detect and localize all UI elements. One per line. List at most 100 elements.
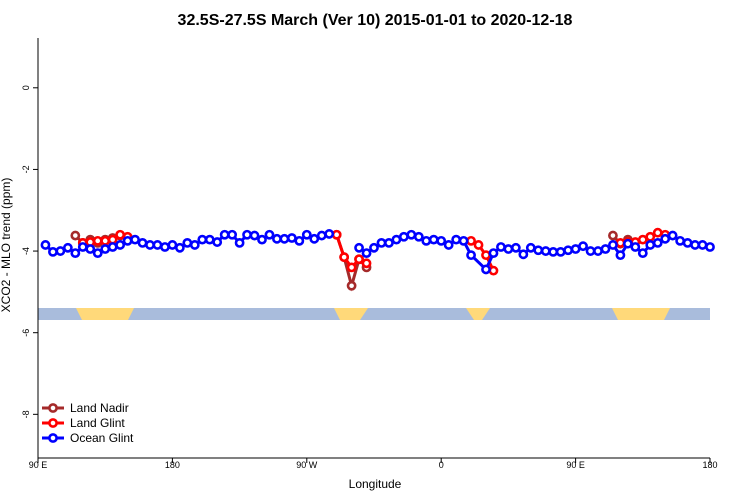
point	[488, 248, 499, 259]
point	[182, 237, 193, 248]
point	[645, 231, 656, 242]
point	[518, 249, 529, 260]
x-tick-label: 90 E	[29, 460, 48, 470]
point	[160, 242, 170, 252]
point	[570, 244, 581, 254]
point	[458, 235, 469, 246]
ocean-strip	[38, 308, 710, 320]
point	[369, 242, 379, 253]
point	[675, 235, 686, 246]
point	[77, 242, 88, 252]
point	[346, 262, 357, 273]
point	[55, 246, 66, 256]
land-strip	[334, 308, 368, 320]
point	[279, 233, 290, 244]
point	[145, 240, 155, 250]
point	[376, 237, 387, 248]
legend-label: Ocean Glint	[70, 431, 134, 445]
y-tick-label: 0	[21, 85, 31, 90]
point	[667, 230, 678, 241]
point	[100, 235, 111, 246]
point	[615, 237, 626, 248]
point	[421, 235, 432, 246]
point	[682, 237, 693, 248]
point	[339, 252, 350, 263]
legend-marker	[48, 418, 58, 428]
point	[264, 229, 275, 240]
point	[443, 240, 454, 250]
point	[660, 233, 671, 244]
point	[391, 234, 402, 245]
point	[705, 242, 715, 252]
point	[107, 242, 118, 252]
point	[189, 240, 200, 250]
point	[40, 240, 51, 250]
point	[600, 244, 611, 254]
point	[496, 242, 506, 252]
point	[152, 240, 163, 250]
point	[652, 237, 663, 248]
y-tick-label: -2	[21, 165, 31, 173]
point	[563, 245, 574, 256]
land-strip	[612, 308, 670, 320]
point	[533, 245, 544, 256]
point	[197, 234, 208, 245]
point	[503, 244, 514, 254]
legend-label: Land Nadir	[70, 401, 129, 415]
point	[227, 229, 238, 240]
chart-title: 32.5S-27.5S March (Ver 10) 2015-01-01 to…	[178, 12, 573, 29]
point	[697, 240, 708, 250]
point	[428, 234, 439, 245]
point	[301, 229, 312, 240]
point	[137, 237, 148, 248]
x-axis-label: Longitude	[349, 477, 402, 491]
y-tick-label: -4	[21, 247, 31, 255]
point	[652, 227, 663, 238]
point	[481, 264, 491, 275]
legend-marker	[48, 433, 58, 443]
point	[174, 242, 185, 253]
point	[481, 250, 491, 261]
point	[690, 240, 700, 250]
point	[593, 246, 603, 256]
point	[309, 233, 320, 244]
point	[361, 258, 372, 269]
point	[286, 233, 297, 243]
land-strip	[466, 308, 490, 320]
x-tick-label: 180	[702, 460, 717, 470]
point	[249, 230, 260, 241]
point	[70, 230, 81, 241]
point	[272, 233, 282, 244]
point	[85, 244, 96, 254]
point	[354, 254, 364, 265]
point	[70, 248, 81, 259]
x-tick-label: 90 W	[296, 460, 318, 470]
point	[436, 235, 447, 246]
point	[92, 235, 103, 246]
point	[398, 231, 409, 242]
point	[630, 242, 641, 252]
point	[316, 230, 327, 241]
point	[548, 246, 559, 257]
y-tick-label: -6	[21, 329, 31, 337]
point	[466, 250, 476, 261]
x-tick-label: 180	[165, 460, 180, 470]
land-strip	[76, 308, 134, 320]
point	[257, 234, 267, 245]
point	[62, 242, 73, 253]
point	[242, 229, 252, 240]
point	[122, 235, 133, 246]
point	[451, 234, 462, 245]
point	[608, 240, 618, 250]
point	[204, 234, 215, 245]
point	[413, 231, 424, 242]
point	[346, 280, 357, 291]
point	[130, 234, 140, 245]
y-tick-label: -8	[21, 410, 31, 418]
point	[645, 240, 656, 250]
legend-marker	[48, 403, 58, 413]
point	[115, 229, 126, 240]
point	[473, 240, 484, 250]
point	[48, 246, 58, 257]
